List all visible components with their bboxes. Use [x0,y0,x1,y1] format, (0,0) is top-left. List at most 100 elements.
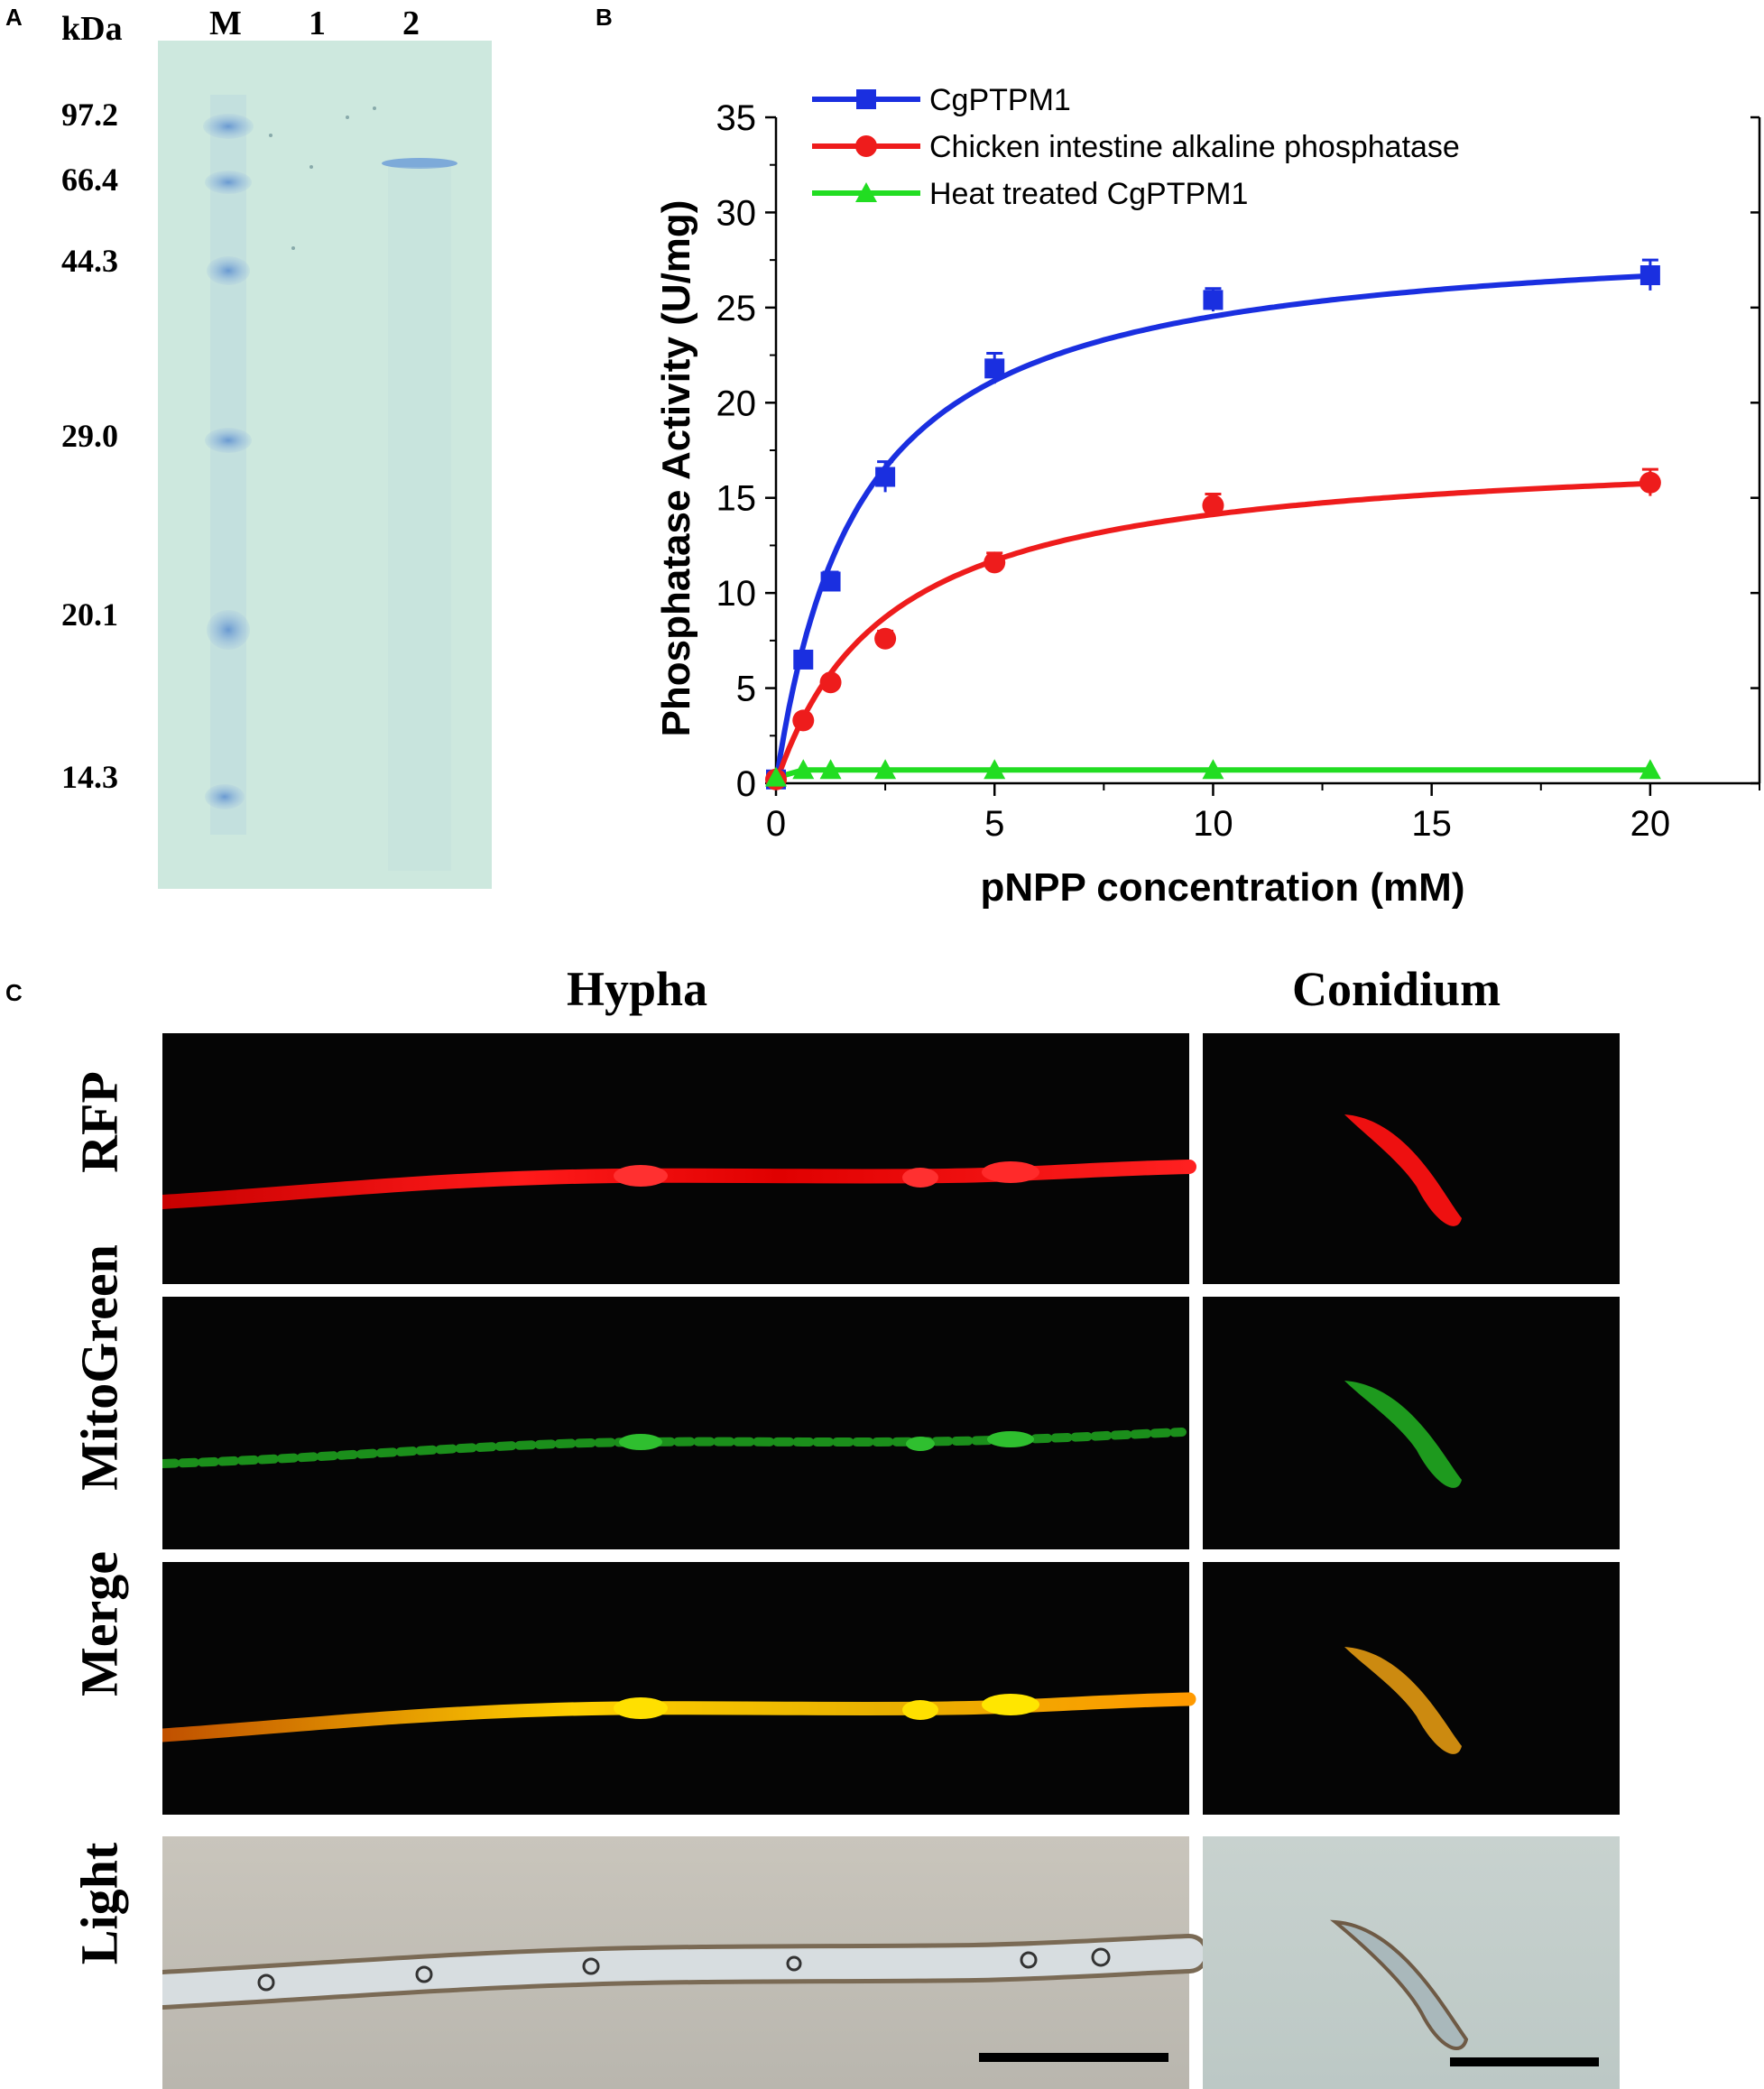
gel-speck [346,116,349,119]
y-tick-label: 0 [736,764,756,804]
marker-label-20: 20.1 [61,596,118,633]
data-point-square [820,571,841,592]
mitogreen-hypha-spot [906,1437,935,1451]
lane-2-band [382,158,457,169]
marker-band [203,114,254,139]
light-conidium-cell [1329,1919,1469,2050]
y-axis-label: Phosphatase Activity (U/mg) [654,200,698,737]
mitogreen-hypha-image [162,1297,1189,1549]
x-tick-label: 20 [1630,804,1671,844]
light-hypha-body [162,1938,1205,2005]
legend-marker-square [856,89,876,109]
data-point-circle [792,709,815,732]
legend-label: CgPTPM1 [929,83,1071,117]
x-tick-label: 0 [766,804,786,844]
marker-label-44: 44.3 [61,243,118,279]
row-label-merge: Merge [69,1551,129,1696]
data-point-square [875,467,896,487]
data-point-square [793,649,814,670]
gel-speck [291,246,295,250]
marker-band [207,610,250,650]
fit-curve-circle [773,480,1650,784]
marker-label-29: 29.0 [61,418,118,454]
rfp-hypha-spot [982,1161,1039,1183]
legend-label: Heat treated CgPTPM1 [929,177,1248,211]
data-point-circle [874,627,897,650]
light-hypha-vesicle [582,1957,600,1975]
data-point-square [1203,290,1224,310]
light-hypha-vesicle [257,1973,275,1992]
merge-hypha-spot [614,1697,668,1719]
legend-marker-triangle [855,182,877,202]
mitogreen-hypha-spot [987,1431,1034,1447]
lane-2-smear [388,167,451,871]
legend-label: Chicken intestine alkaline phosphatase [929,130,1460,164]
marker-label-97: 97.2 [61,97,118,133]
data-point-circle [1639,471,1661,494]
row-label-mitogreen: MitoGreen [69,1244,129,1491]
light-hypha-vesicle [415,1965,433,1983]
data-point-triangle [1202,759,1224,780]
fit-curve-square [773,273,1651,784]
panel-b-letter: B [596,4,613,31]
column-title-hypha: Hypha [567,962,708,1016]
rfp-hypha-spot [902,1168,938,1188]
data-point-triangle [1639,759,1661,780]
mitogreen-conidium-signal [1344,1381,1462,1488]
marker-band [205,428,252,453]
data-point-triangle [792,759,815,780]
panel-c-letter: C [5,979,23,1006]
merge-conidium-signal [1344,1647,1462,1754]
gel-speck [309,165,313,169]
mitogreen-hypha-signal [162,1428,1187,1468]
y-tick-label: 25 [716,289,757,328]
data-point-triangle [874,759,897,780]
merge-hypha-spot [902,1700,938,1720]
data-point-square [1639,265,1660,286]
gel-image [158,41,492,889]
marker-label-66: 66.4 [61,162,118,198]
rfp-hypha-signal [162,1160,1196,1209]
x-axis-label: pNPP concentration (mM) [980,865,1464,910]
merge-hypha-spot [982,1694,1039,1715]
gel-speck [373,106,376,110]
light-hypha-vesicle [786,1955,802,1972]
gel-speck [269,134,272,137]
mitogreen-hypha-spot [619,1434,662,1450]
data-point-circle [984,551,1006,574]
panel-a-letter: A [5,4,23,31]
merge-hypha-image [162,1562,1189,1815]
x-tick-label: 10 [1193,804,1233,844]
data-point-circle [819,671,842,694]
y-tick-label: 30 [716,193,757,233]
column-title-conidium: Conidium [1292,962,1501,1016]
data-point-triangle [765,766,787,787]
kda-label: kDa [61,10,123,48]
y-tick-label: 35 [716,98,757,138]
row-label-light: Light [69,1842,129,1965]
light-hypha-vesicle [1091,1947,1111,1967]
y-tick-label: 20 [716,384,757,423]
lane-label-2: 2 [402,5,420,42]
row-label-rfp: RFP [69,1071,129,1173]
y-tick-label: 15 [716,479,757,519]
scale-bar-conidium [1450,2057,1599,2066]
marker-band [205,784,245,809]
rfp-conidium-signal [1344,1114,1462,1226]
marker-band [207,256,250,285]
marker-lane-smear [210,95,246,835]
phosphatase-chart: 0 5 10 15 20 25 30 35 0 5 10 15 20 CgPTPM1 Chicken in… [654,83,1761,910]
rfp-hypha-spot [614,1165,668,1187]
marker-label-14: 14.3 [61,759,118,795]
data-point-triangle [984,759,1006,780]
legend-marker-circle [855,135,877,157]
lane-label-m: M [209,5,242,42]
rfp-hypha-image [162,1033,1189,1284]
data-point-triangle [819,759,842,780]
merge-hypha-signal [162,1692,1196,1742]
x-tick-label: 15 [1411,804,1452,844]
data-point-circle [1202,495,1224,517]
light-hypha-vesicle [1020,1951,1038,1969]
scale-bar-hypha [979,2053,1168,2062]
y-tick-label: 10 [716,574,757,614]
